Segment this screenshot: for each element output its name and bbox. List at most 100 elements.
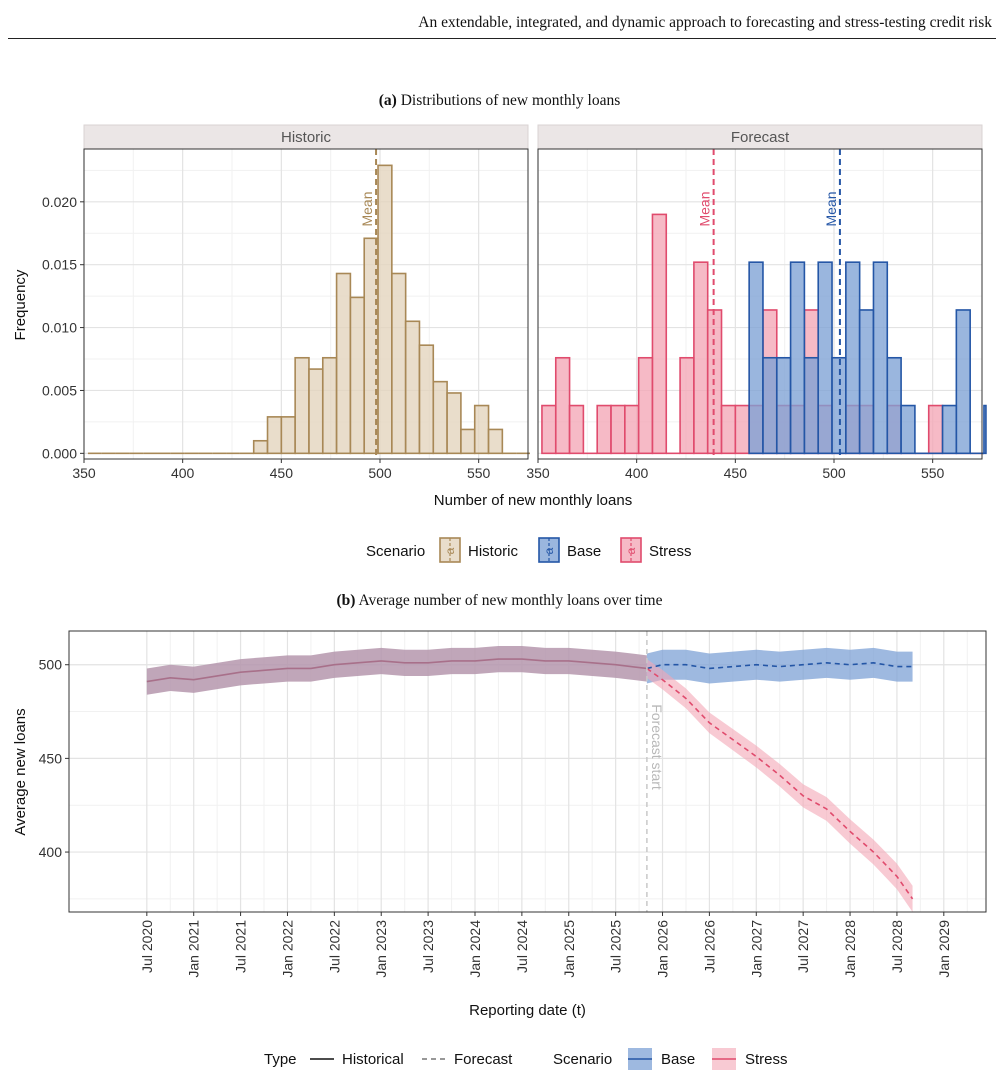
histogram-bar [541,404,557,455]
x-tick-label: Jul 2020 [139,920,155,973]
histogram-bar [927,404,944,455]
x-tick-label: 450 [270,465,294,481]
histogram-bar [568,404,585,455]
histogram-bar [762,356,778,455]
histogram-bar [252,439,269,455]
histogram-bar [803,356,820,455]
histogram-bar [460,428,476,455]
x-tick-label: Jan 2024 [467,920,483,978]
series-line-historic [146,658,647,683]
histogram-bar [446,392,462,455]
histogram-bar [734,404,750,455]
x-tick-label: Jul 2023 [420,920,436,973]
confidence-band-historic [146,645,647,695]
x-axis-title: Reporting date (t) [469,1002,586,1019]
histogram-bar [349,296,366,455]
x-tick-label: Jan 2029 [936,920,952,978]
histogram-bar [886,356,902,455]
histogram-bar [775,356,792,455]
caption-a-text: Distributions of new monthly loans [400,92,621,109]
mean-label: Mean [697,191,713,226]
x-tick-label: 350 [72,465,96,481]
histogram-bar [845,261,861,455]
facet-strip [83,124,529,150]
histogram-bar [679,356,695,455]
x-tick-label: Jul 2021 [233,920,249,973]
x-tick-label: Jul 2022 [326,920,342,973]
histogram-bar [955,309,971,455]
histogram-bar [720,404,737,455]
x-tick-label: Jul 2028 [889,920,905,973]
histogram-bar [391,272,407,455]
y-tick-label: 0.015 [42,257,77,273]
histogram-bar [321,356,338,455]
histogram-bar [858,309,875,455]
y-tick-label: 0.020 [42,194,77,210]
legend-type-title: Type [264,1051,297,1068]
x-tick-label: 550 [467,465,491,481]
histogram-bar [554,356,571,455]
x-tick-label: 350 [526,465,550,481]
histogram-bar [900,404,916,455]
caption-a-label: (a) [378,92,397,109]
x-tick-label: Jan 2022 [279,920,295,978]
legend-title: Scenario [366,543,425,560]
caption-b-text: Average number of new monthly loans over… [358,592,663,609]
series-line-base [646,662,913,670]
legend-label-forecast: Forecast [454,1051,513,1068]
timeseries-chart: Forecast start 400 450 500 Jul 2020 Jan 2021 J… [12,630,987,1070]
x-tick-label: 550 [921,465,945,481]
x-tick-label: 500 [822,465,846,481]
legend-label-historical: Historical [342,1051,404,1068]
series-line-stress [646,667,914,900]
histogram-chart: Historic Mean 350 400 450 500 550 0.000 0.005 0.0… [12,124,987,563]
histogram-bar [473,404,490,455]
histogram-bar [308,368,324,455]
y-tick-label: 500 [39,657,63,673]
histogram-bar [335,272,352,455]
histogram-bar [266,416,283,455]
confidence-band-base [646,647,913,684]
x-tick-label: Jan 2021 [186,920,202,978]
mean-label: Mean [823,191,839,226]
x-tick-label: Jul 2027 [795,920,811,973]
facet-label: Historic [281,129,332,146]
y-tick-label: 450 [39,750,63,766]
panel-border [83,148,529,460]
histogram-bar [432,380,448,455]
caption-b: (b) Average number of new monthly loans … [0,592,999,610]
histogram-bar [651,213,668,455]
x-tick-label: Jul 2026 [701,920,717,973]
x-tick-label: Jan 2026 [655,920,671,978]
histogram-bar [624,404,640,455]
facet-strip [537,124,983,150]
histogram-bar [294,356,310,455]
header-rule [8,38,996,39]
panel-border [537,148,983,460]
histogram-bar [280,416,296,455]
histogram-bar [872,261,889,455]
y-tick-label: 0.010 [42,320,77,336]
x-tick-label: Jan 2027 [748,920,764,978]
x-tick-label: Jan 2025 [561,920,577,978]
caption-b-label: (b) [336,592,356,609]
legend-label-stress: Stress [649,543,692,560]
histogram-bar [596,404,612,455]
histogram-bar [748,261,764,455]
forecast-start-label: Forecast start [649,704,665,790]
x-tick-label: Jan 2028 [842,920,858,978]
confidence-band-stress [646,659,913,912]
x-tick-label: 400 [171,465,195,481]
histogram-bar [377,164,393,455]
legend-label-base: Base [661,1051,695,1068]
x-axis-title: Number of new monthly loans [434,492,632,509]
legend-label-historic: Historic [468,543,519,560]
legend-key-glyph: a [443,547,457,554]
histogram-bar [404,320,421,455]
y-axis-title: Average new loans [12,708,29,835]
x-tick-label: Jan 2023 [373,920,389,978]
histogram-bar [941,404,958,455]
x-tick-label: Jul 2025 [608,920,624,973]
histogram-bar [983,404,987,455]
y-tick-label: 0.000 [42,445,77,461]
